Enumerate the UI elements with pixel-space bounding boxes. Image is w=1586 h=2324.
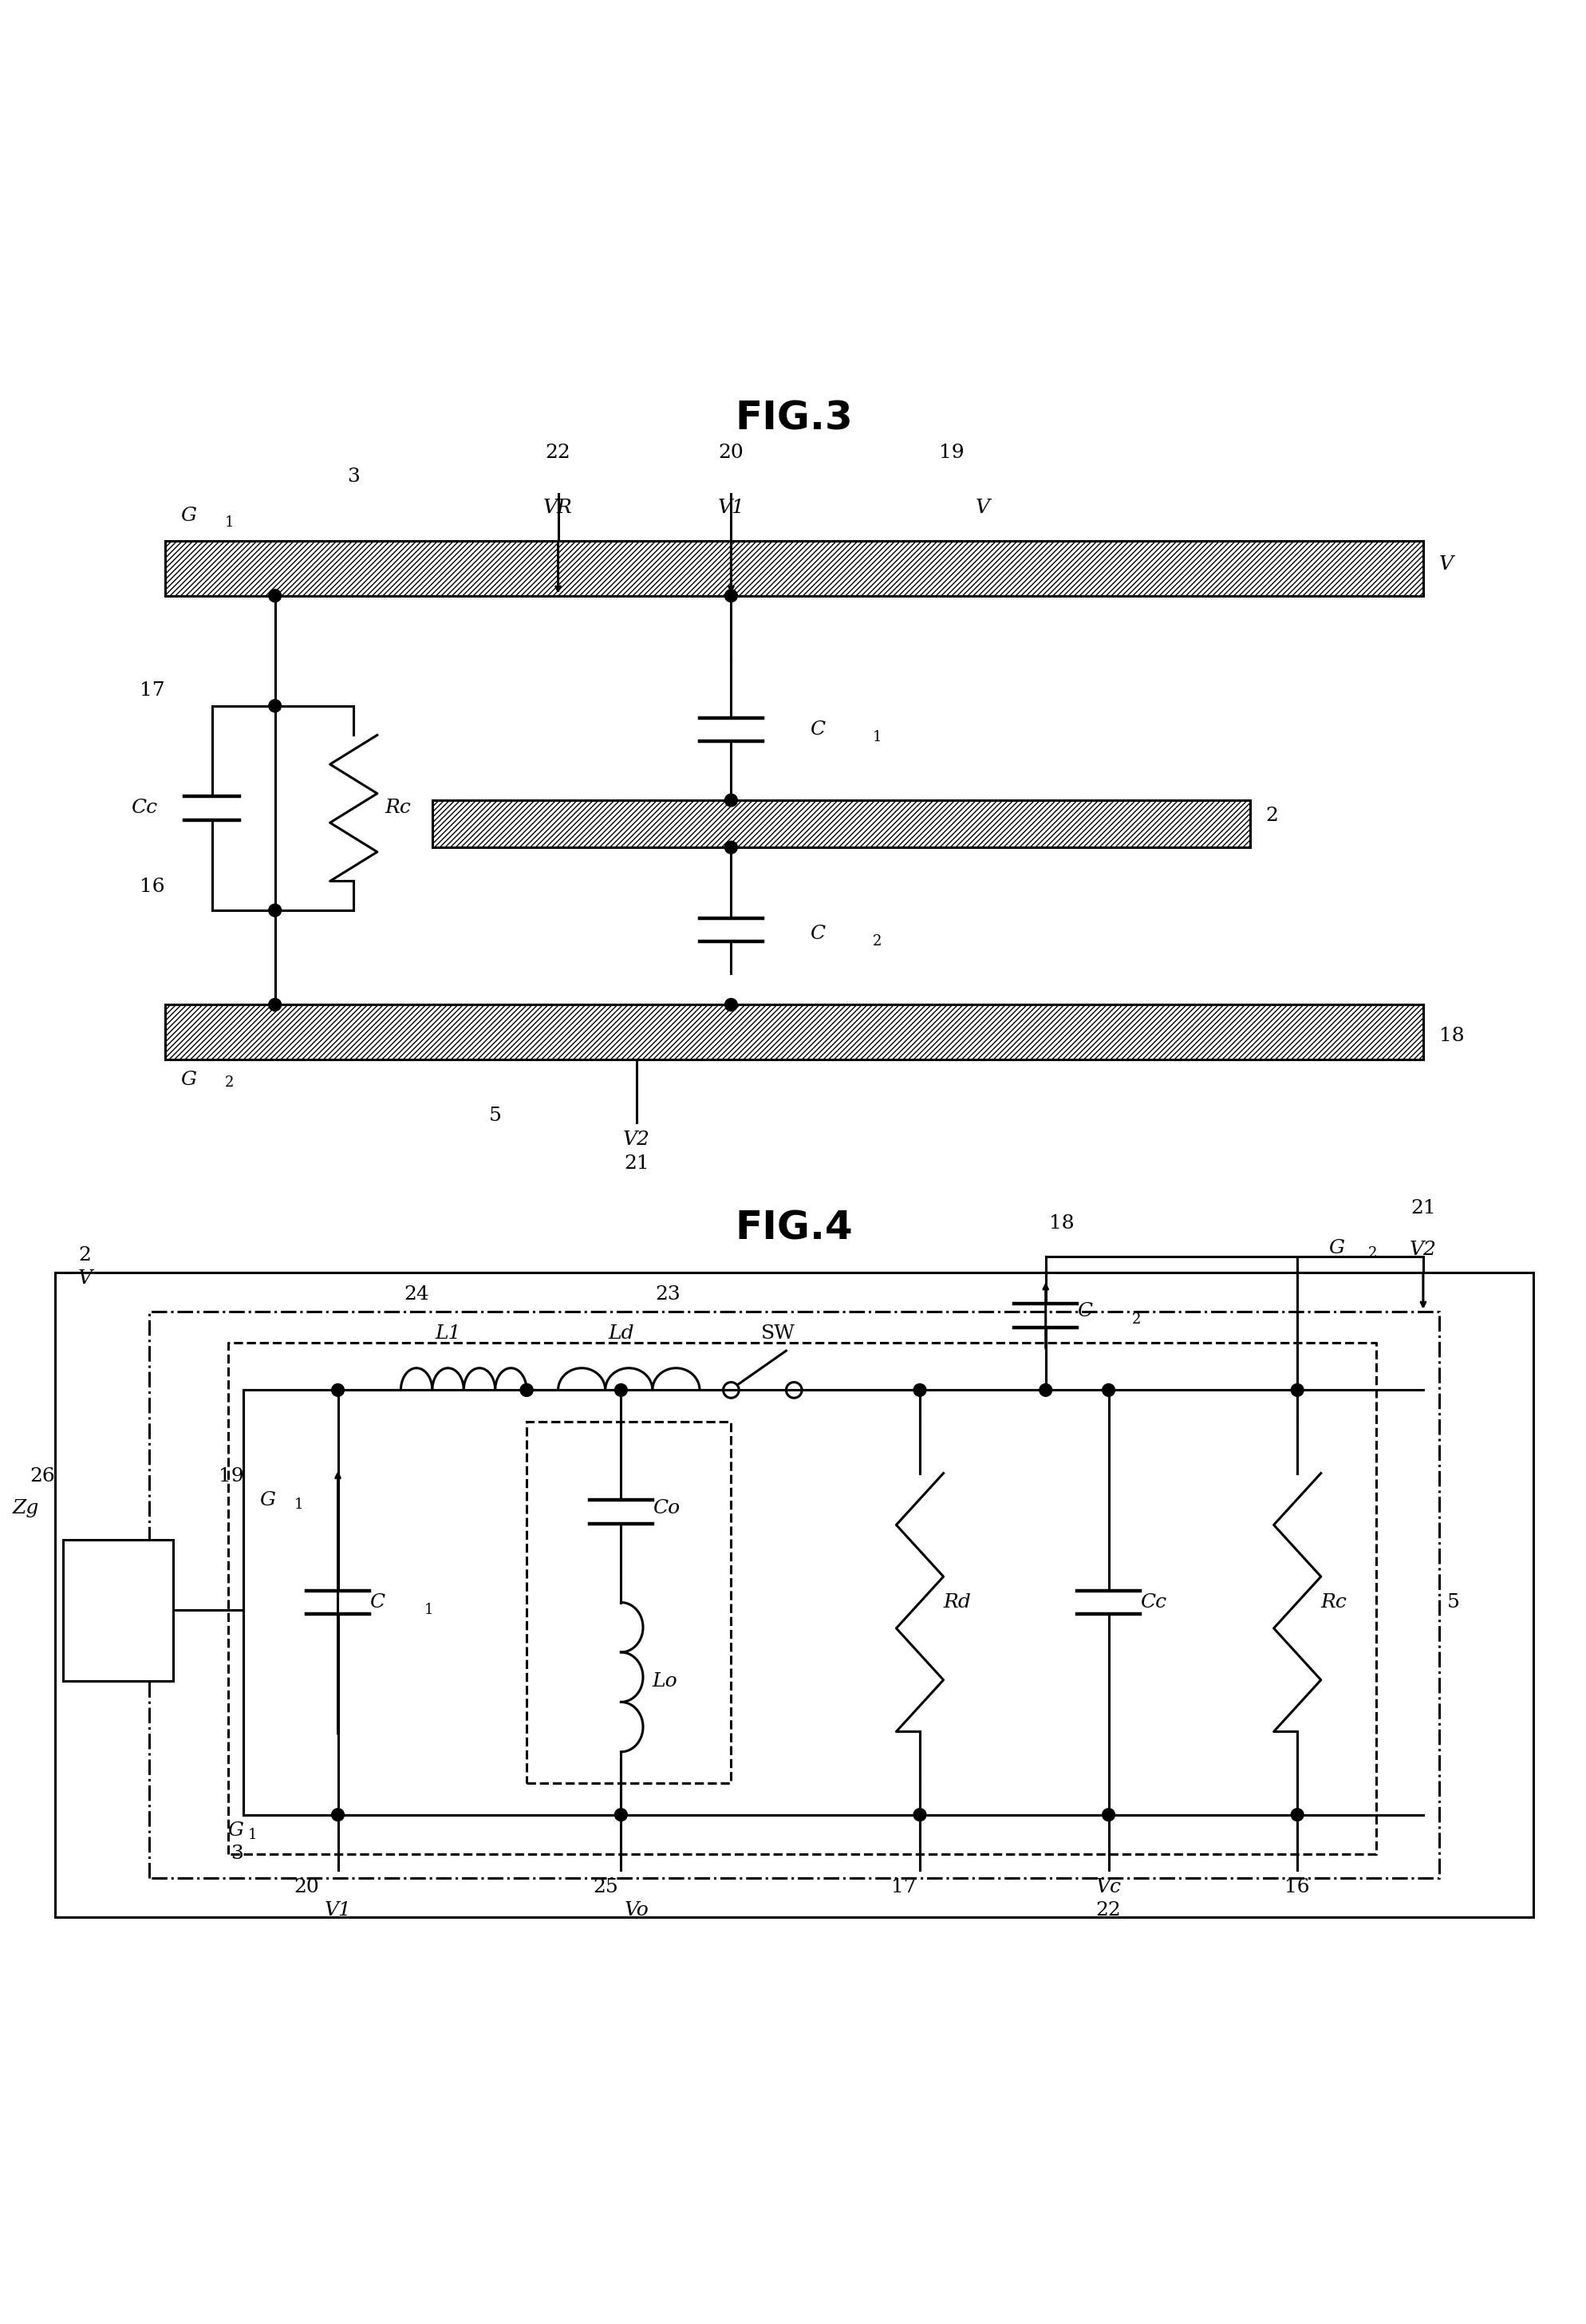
Bar xyxy=(433,799,1250,848)
Text: 18: 18 xyxy=(1048,1215,1074,1232)
Circle shape xyxy=(1102,1383,1115,1397)
Circle shape xyxy=(725,999,737,1011)
Text: 5: 5 xyxy=(488,1106,501,1125)
Text: V: V xyxy=(975,497,990,516)
Text: 2: 2 xyxy=(1266,806,1278,825)
Text: 2: 2 xyxy=(872,934,882,948)
Text: Rd: Rd xyxy=(944,1594,971,1611)
Text: 1: 1 xyxy=(249,1829,257,1843)
Text: 20: 20 xyxy=(293,1878,319,1896)
Text: Zg: Zg xyxy=(13,1499,40,1518)
Circle shape xyxy=(615,1383,628,1397)
Text: Rc: Rc xyxy=(1321,1594,1347,1611)
Text: G: G xyxy=(1329,1239,1345,1257)
Circle shape xyxy=(331,1383,344,1397)
Text: V: V xyxy=(78,1269,92,1287)
Circle shape xyxy=(725,590,737,602)
Text: C: C xyxy=(1077,1301,1093,1320)
Text: 16: 16 xyxy=(1285,1878,1310,1896)
Text: 3: 3 xyxy=(347,467,360,486)
Text: Vo: Vo xyxy=(625,1901,649,1920)
Circle shape xyxy=(268,904,281,916)
Text: 18: 18 xyxy=(1439,1027,1464,1046)
Circle shape xyxy=(1039,1383,1052,1397)
Text: G: G xyxy=(181,1071,197,1090)
Text: 17: 17 xyxy=(140,681,165,700)
Circle shape xyxy=(725,795,737,806)
Text: Vc: Vc xyxy=(1096,1878,1121,1896)
Text: FIG.4: FIG.4 xyxy=(734,1208,853,1248)
Bar xyxy=(165,541,1423,595)
Circle shape xyxy=(615,1808,628,1822)
Text: 20: 20 xyxy=(718,444,744,462)
Text: 16: 16 xyxy=(140,878,165,897)
Circle shape xyxy=(268,999,281,1011)
Text: C: C xyxy=(810,720,825,739)
Text: C: C xyxy=(810,925,825,944)
Bar xyxy=(165,1004,1423,1060)
Text: G: G xyxy=(181,507,197,525)
Text: 22: 22 xyxy=(1096,1901,1121,1920)
Text: 2: 2 xyxy=(78,1246,90,1264)
Text: Ld: Ld xyxy=(607,1325,634,1343)
Text: 23: 23 xyxy=(655,1285,680,1304)
Text: V: V xyxy=(1439,555,1453,574)
Text: SW: SW xyxy=(761,1325,796,1343)
Text: 19: 19 xyxy=(939,444,964,462)
Text: Zg: Zg xyxy=(105,1601,132,1620)
Text: V1: V1 xyxy=(325,1901,352,1920)
Text: 21: 21 xyxy=(625,1155,649,1174)
Circle shape xyxy=(1291,1808,1304,1822)
Text: 24: 24 xyxy=(404,1285,430,1304)
Text: 1: 1 xyxy=(425,1604,433,1618)
Text: G: G xyxy=(227,1822,244,1841)
Text: 1: 1 xyxy=(225,516,233,530)
Text: 2: 2 xyxy=(225,1076,233,1090)
Text: 2: 2 xyxy=(1132,1313,1142,1327)
Text: 5: 5 xyxy=(1446,1594,1459,1611)
Text: 21: 21 xyxy=(1410,1199,1435,1218)
Circle shape xyxy=(725,841,737,853)
Circle shape xyxy=(331,1808,344,1822)
Text: V2: V2 xyxy=(623,1129,650,1148)
Text: 3: 3 xyxy=(232,1845,244,1864)
Text: 19: 19 xyxy=(219,1466,244,1485)
Circle shape xyxy=(914,1808,926,1822)
Text: L1: L1 xyxy=(435,1325,462,1343)
Text: 2: 2 xyxy=(1369,1246,1377,1260)
Text: 1: 1 xyxy=(872,730,882,744)
Text: G: G xyxy=(259,1492,276,1508)
Text: 22: 22 xyxy=(546,444,571,462)
Circle shape xyxy=(520,1383,533,1397)
Text: Rc: Rc xyxy=(385,799,411,818)
Text: Cc: Cc xyxy=(1140,1594,1166,1611)
Circle shape xyxy=(268,590,281,602)
Circle shape xyxy=(520,1383,533,1397)
Bar xyxy=(62,1538,173,1680)
Circle shape xyxy=(914,1383,926,1397)
Text: Cc: Cc xyxy=(130,799,157,818)
Text: V1: V1 xyxy=(717,497,744,516)
Text: 1: 1 xyxy=(293,1497,303,1513)
Text: Co: Co xyxy=(652,1499,680,1518)
Circle shape xyxy=(1291,1383,1304,1397)
Text: Lo: Lo xyxy=(652,1671,677,1690)
Text: 25: 25 xyxy=(593,1878,619,1896)
Text: FIG.3: FIG.3 xyxy=(734,400,853,437)
Text: VR: VR xyxy=(544,497,573,516)
Circle shape xyxy=(1102,1808,1115,1822)
Bar xyxy=(527,1422,731,1783)
Text: C: C xyxy=(370,1594,384,1611)
Text: V2: V2 xyxy=(1410,1241,1437,1260)
Text: 17: 17 xyxy=(891,1878,917,1896)
Circle shape xyxy=(268,700,281,711)
Bar xyxy=(56,1271,1534,1917)
Text: 26: 26 xyxy=(30,1466,56,1485)
